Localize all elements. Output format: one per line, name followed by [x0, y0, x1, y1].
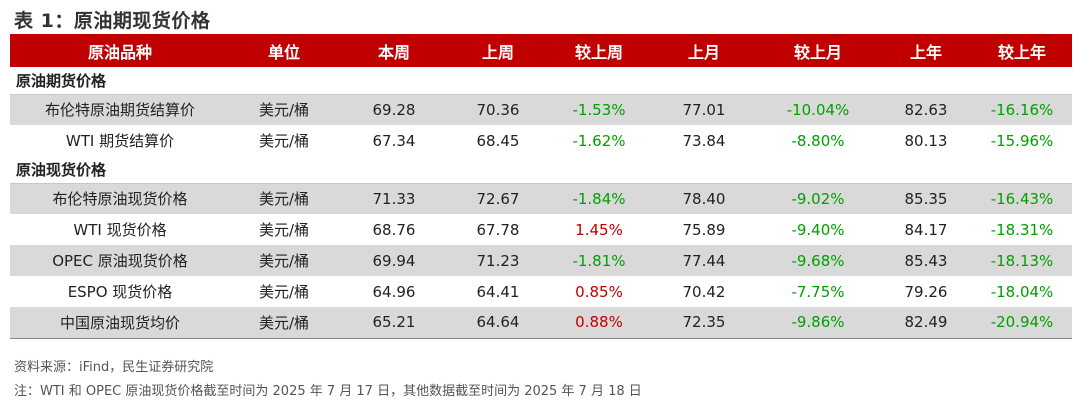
cell-vs-month: -9.86%: [756, 307, 880, 339]
header-last-week: 上周: [481, 42, 514, 62]
cell-last-year: 85.35: [904, 189, 948, 208]
cell-vs-year: -20.94%: [972, 307, 1072, 339]
header-name: 原油品种: [87, 42, 152, 62]
cell-last-year: 80.13: [904, 131, 948, 150]
section-row: 原油期货价格: [10, 67, 1072, 95]
cell-last-week: 68.45: [476, 131, 520, 150]
cell-unit: 美元/桶: [230, 307, 338, 339]
header-this-week: 本周: [377, 42, 410, 62]
section-label: 原油期货价格: [10, 67, 1072, 95]
cell-vs-year: -15.96%: [990, 131, 1054, 150]
cell-this-week: 64.96: [372, 282, 416, 301]
price-table: 原油品种 单位 本周 上周 较上周 上月 较上月 上年 较上年 原油期货价格 布伦…: [10, 34, 1072, 339]
cell-name: 布伦特原油现货价格: [52, 190, 188, 209]
cell-last-week: 70.36: [476, 100, 520, 119]
cell-vs-year: -18.13%: [990, 251, 1054, 270]
cell-last-year: 84.17: [904, 220, 948, 239]
header-unit: 单位: [267, 42, 300, 62]
cell-vs-week: -1.84%: [572, 189, 626, 208]
table-row: 布伦特原油期货结算价 美元/桶 69.28 70.36 -1.53% 77.01 -10.0…: [10, 94, 1072, 125]
header-last-month: 上月: [687, 42, 720, 62]
cell-unit: 美元/桶: [258, 101, 310, 120]
table-row: OPEC 原油现货价格 美元/桶 69.94 71.23 -1.81% 77.44 -9.6…: [10, 245, 1072, 276]
cell-last-year: 79.26: [904, 282, 948, 301]
cell-vs-year: -18.04%: [990, 282, 1054, 301]
cell-vs-week: 1.45%: [575, 220, 623, 239]
cell-name: ESPO 现货价格: [67, 283, 173, 301]
cell-last-month: 75.89: [682, 220, 726, 239]
cell-name: WTI 现货价格: [73, 221, 167, 239]
header-vs-week: 较上周: [574, 42, 623, 62]
table-row: WTI 期货结算价 美元/桶 67.34 68.45 -1.62% 73.84 -8.80%…: [10, 125, 1072, 156]
cell-last-week: 67.78: [476, 220, 520, 239]
cell-last-month: 77.01: [682, 100, 726, 119]
cell-last-month: 70.42: [682, 282, 726, 301]
cell-last-week: 72.67: [476, 189, 520, 208]
cell-this-week: 71.33: [372, 189, 416, 208]
cell-this-week: 65.21: [338, 307, 450, 339]
cell-vs-month: -9.68%: [791, 251, 845, 270]
cell-vs-week: 0.85%: [575, 282, 623, 301]
section-row: 原油现货价格: [10, 156, 1072, 184]
cell-unit: 美元/桶: [258, 252, 310, 270]
cell-vs-week: -1.81%: [572, 251, 626, 270]
cell-vs-year: -16.16%: [990, 100, 1054, 119]
source-note: 资料来源：iFind，民生证券研究院: [14, 360, 214, 375]
cell-last-month: 78.40: [682, 189, 726, 208]
cell-last-year: 82.49: [880, 307, 972, 339]
cell-this-week: 68.76: [372, 220, 416, 239]
cell-last-month: 73.84: [682, 131, 726, 150]
cell-vs-month: -7.75%: [791, 282, 845, 301]
cell-last-month: 72.35: [652, 307, 756, 339]
header-last-year: 上年: [909, 42, 942, 62]
cell-last-month: 77.44: [682, 251, 726, 270]
table-body: 原油期货价格 布伦特原油期货结算价 美元/桶 69.28 70.36 -1.53% 77.0…: [10, 67, 1072, 339]
cell-unit: 美元/桶: [258, 283, 310, 301]
cell-last-week: 64.64: [450, 307, 546, 339]
cell-this-week: 67.34: [372, 131, 416, 150]
cell-vs-week: 0.88%: [546, 307, 652, 339]
cell-unit: 美元/桶: [258, 221, 310, 239]
cell-vs-month: -9.02%: [791, 189, 845, 208]
header-vs-month: 较上月: [793, 42, 842, 62]
cell-unit: 美元/桶: [258, 132, 310, 150]
cell-vs-year: -18.31%: [990, 220, 1054, 239]
cell-vs-week: -1.62%: [572, 131, 626, 150]
footnote: 注：WTI 和 OPEC 原油现货价格截至时间为 2025 年 7 月 17 日…: [14, 384, 642, 399]
cell-this-week: 69.28: [372, 100, 416, 119]
cell-vs-week: -1.53%: [572, 100, 626, 119]
table-row: 布伦特原油现货价格 美元/桶 71.33 72.67 -1.84% 78.40 -9.02%…: [10, 183, 1072, 214]
cell-name: 中国原油现货均价: [10, 307, 230, 339]
cell-last-week: 71.23: [476, 251, 520, 270]
table-row: 中国原油现货均价 美元/桶 65.21 64.64 0.88% 72.35 -9.86% 82…: [10, 307, 1072, 339]
table-row: WTI 现货价格 美元/桶 68.76 67.78 1.45% 75.89 -9.40% 84…: [10, 214, 1072, 245]
section-label: 原油现货价格: [10, 156, 1072, 184]
header-row: 原油品种 单位 本周 上周 较上周 上月 较上月 上年 较上年: [10, 34, 1072, 67]
table-row: ESPO 现货价格 美元/桶 64.96 64.41 0.85% 70.42 -7.75% 7…: [10, 276, 1072, 307]
cell-name: 布伦特原油期货结算价: [44, 101, 195, 120]
header-vs-year: 较上年: [997, 42, 1046, 62]
cell-this-week: 69.94: [372, 251, 416, 270]
cell-last-year: 85.43: [904, 251, 948, 270]
cell-last-week: 64.41: [476, 282, 520, 301]
table-title: 表 1：原油期现货价格: [14, 10, 211, 32]
cell-vs-month: -9.40%: [791, 220, 845, 239]
cell-name: OPEC 原油现货价格: [52, 252, 188, 270]
cell-last-year: 82.63: [904, 100, 948, 119]
cell-name: WTI 期货结算价: [65, 132, 175, 150]
cell-unit: 美元/桶: [258, 190, 310, 209]
cell-vs-month: -8.80%: [791, 131, 845, 150]
cell-vs-year: -16.43%: [990, 189, 1054, 208]
cell-vs-month: -10.04%: [786, 100, 850, 119]
